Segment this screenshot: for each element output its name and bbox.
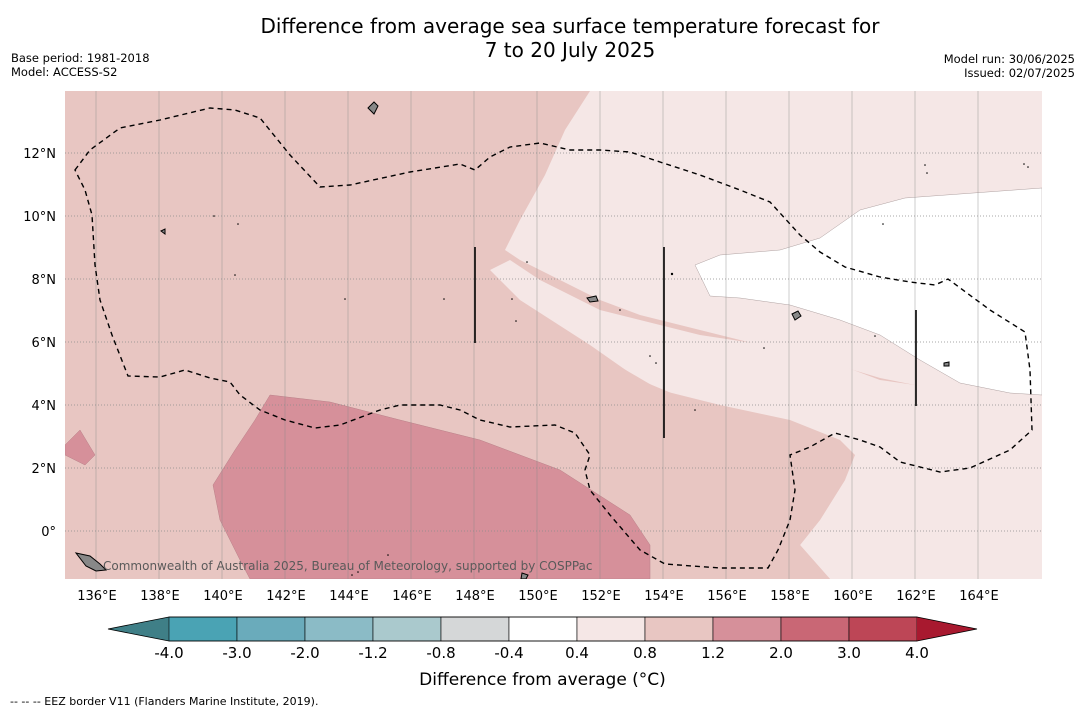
lon-tick-label: 154°E xyxy=(644,589,684,604)
lon-tick-label: 146°E xyxy=(392,589,432,604)
base-period: Base period: 1981-2018 xyxy=(11,51,150,65)
colorbar-segment xyxy=(440,616,510,642)
colorbar: -4.0 -3.0 -2.0 -1.2 -0.8 -0.4 0.4 0.8 1.… xyxy=(107,616,978,662)
landmasses xyxy=(74,101,950,579)
colorbar-segment xyxy=(304,616,374,642)
anomaly-region-1p2-2p0-west xyxy=(65,429,96,466)
mini-dots xyxy=(213,163,1029,576)
lon-tick-label: 164°E xyxy=(959,589,999,604)
lon-tick-label: 156°E xyxy=(707,589,747,604)
lon-tick-label: 136°E xyxy=(77,589,117,604)
eez-borders xyxy=(74,107,1033,569)
colorbar-tick-label: 1.2 xyxy=(701,644,725,662)
lon-tick-label: 148°E xyxy=(455,589,495,604)
island-small-b xyxy=(943,361,950,367)
island-north xyxy=(367,101,379,115)
lat-tick-label: 4°N xyxy=(32,399,57,414)
colorbar-tick-label: 4.0 xyxy=(905,644,929,662)
title-line-1: Difference from average sea surface temp… xyxy=(260,14,880,38)
lat-tick-label: 8°N xyxy=(32,273,57,288)
model-name: Model: ACCESS-S2 xyxy=(11,65,118,79)
colorbar-tick-label: -0.4 xyxy=(494,644,523,662)
anomaly-region-0p8-1p2-band xyxy=(270,270,850,579)
colorbar-tick-label: -1.2 xyxy=(358,644,387,662)
colorbar-segment xyxy=(780,616,850,642)
anomaly-field: Commonwealth of Australia 2025, Bureau o… xyxy=(65,91,1042,579)
meta-right: Model run: 30/06/2025 Issued: 02/07/2025 xyxy=(944,52,1075,80)
island-pohnpei xyxy=(791,310,802,321)
island-new-guinea-tip xyxy=(74,552,108,572)
colorbar-segment xyxy=(848,616,918,642)
colorbar-tick-label: 2.0 xyxy=(769,644,793,662)
eez-border-palau-guam xyxy=(74,107,1033,569)
island-small-a xyxy=(586,295,599,303)
colorbar-segment xyxy=(712,616,782,642)
colorbar-extend-low xyxy=(108,617,169,641)
colorbar-tick-label: -3.0 xyxy=(222,644,251,662)
copyright-watermark: Commonwealth of Australia 2025, Bureau o… xyxy=(103,559,593,573)
colorbar-segment xyxy=(576,616,646,642)
colorbar-segment xyxy=(168,616,238,642)
colorbar-tick-label: -2.0 xyxy=(290,644,319,662)
model-run: Model run: 30/06/2025 xyxy=(943,52,1075,66)
colorbar-segment xyxy=(508,616,578,642)
colorbar-segment xyxy=(644,616,714,642)
title-line-2: 7 to 20 July 2025 xyxy=(484,38,656,62)
lat-tick-label: 2°N xyxy=(32,462,57,477)
grid xyxy=(65,91,1042,579)
island-small-d xyxy=(520,572,529,579)
colorbar-tick-label: -4.0 xyxy=(154,644,183,662)
boundary-lines xyxy=(474,247,917,438)
lon-tick-labels: 136°E 138°E 140°E 142°E 144°E 146°E 148°… xyxy=(77,589,999,604)
lon-tick-label: 150°E xyxy=(518,589,558,604)
lat-tick-labels: 12°N 10°N 8°N 6°N 4°N 2°N 0° xyxy=(23,147,56,540)
anomaly-region-white xyxy=(694,187,1042,396)
eez-legend-note: -- -- -- EEZ border V11 (Flanders Marine… xyxy=(10,695,319,708)
meta-left: Base period: 1981-2018 Model: ACCESS-S2 xyxy=(11,51,150,79)
lon-tick-label: 158°E xyxy=(770,589,810,604)
colorbar-extend-high xyxy=(917,617,977,641)
anomaly-region-1p2-2p0 xyxy=(212,394,651,579)
colorbar-tick-label: 3.0 xyxy=(837,644,861,662)
colorbar-segment xyxy=(372,616,442,642)
lon-tick-label: 162°E xyxy=(896,589,936,604)
colorbar-outline xyxy=(107,616,978,642)
lat-tick-label: 6°N xyxy=(32,336,57,351)
island-small-c xyxy=(160,228,166,235)
colorbar-segment xyxy=(236,616,306,642)
lon-tick-label: 144°E xyxy=(329,589,369,604)
chart-title: Difference from average sea surface temp… xyxy=(0,14,1085,62)
colorbar-label: Difference from average (°C) xyxy=(419,670,666,690)
lat-tick-label: 0° xyxy=(41,525,56,540)
lon-tick-label: 160°E xyxy=(833,589,873,604)
colorbar-tick-label: 0.4 xyxy=(565,644,589,662)
lon-tick-label: 140°E xyxy=(203,589,243,604)
issued-date: Issued: 02/07/2025 xyxy=(964,66,1075,80)
lon-tick-label: 152°E xyxy=(581,589,621,604)
lat-tick-label: 12°N xyxy=(23,147,56,162)
lon-tick-label: 142°E xyxy=(266,589,306,604)
colorbar-tick-label: -0.8 xyxy=(426,644,455,662)
lat-tick-label: 10°N xyxy=(23,210,56,225)
anomaly-region-0p4-0p8-right xyxy=(490,260,1042,579)
lon-tick-label: 138°E xyxy=(140,589,180,604)
colorbar-tick-label: 0.8 xyxy=(633,644,657,662)
